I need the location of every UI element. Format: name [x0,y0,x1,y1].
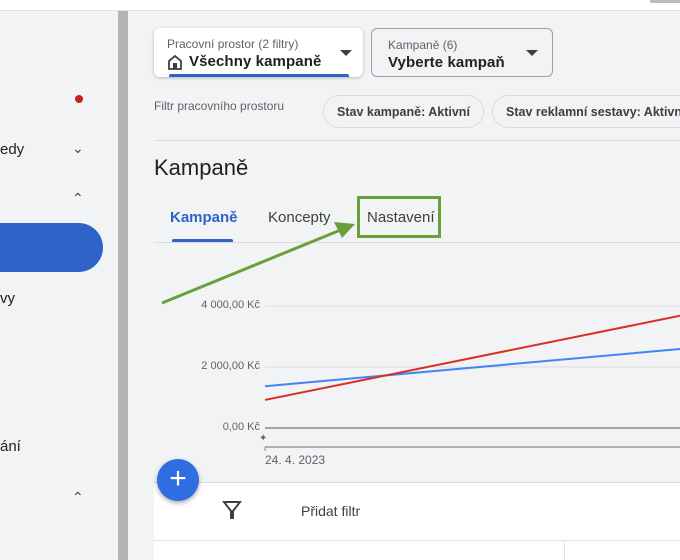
caret-down-icon [340,50,352,56]
top-bar [0,0,680,11]
divider [154,140,680,141]
sidebar-item-1[interactable]: edy [0,141,25,158]
sidebar-item-4[interactable]: ání [0,438,21,455]
chevron-down-icon[interactable]: ⌄ [72,140,84,156]
sidebar-item-3[interactable]: vy [0,290,15,307]
page-title: Kampaně [154,155,249,180]
table-divider [154,540,680,541]
workspace-value: Všechny kampaně [189,53,322,70]
highlight-box [357,196,441,238]
sparkle-icon: ✦ [259,433,267,444]
home-icon [168,55,182,70]
arrow-head-icon [334,222,355,238]
filter-icon[interactable] [222,500,242,520]
sidebar [0,11,118,560]
filter-chip-campaign-status[interactable]: Stav kampaně: Aktivní [323,95,484,128]
y-tick-label: 2 000,00 Kč [201,360,260,372]
active-indicator [169,74,349,77]
workspace-dropdown[interactable]: Pracovní prostor (2 filtry) Všechny kamp… [154,28,363,77]
top-corner-control [650,0,680,3]
filter-label: Filtr pracovního prostoru [154,99,285,113]
filter-chip-adset-status[interactable]: Stav reklamní sestavy: Aktivní [492,95,680,128]
add-filter-button[interactable]: Přidat filtr [301,503,361,519]
y-tick-label: 0,00 Kč [222,421,260,433]
table-panel [154,482,680,560]
tab-drafts[interactable]: Koncepty [268,209,331,226]
y-tick-label: 4 000,00 Kč [201,299,260,311]
series-line-1 [264,314,680,401]
campaign-value: Vyberte kampaň [388,54,505,71]
campaign-label: Kampaně (6) [388,38,458,52]
tab-settings[interactable]: Nastavení [367,209,435,226]
tab-campaigns[interactable]: Kampaně [170,209,238,226]
create-button[interactable]: + [157,459,199,501]
notification-dot [75,95,83,103]
sidebar-resize-handle[interactable] [118,11,128,560]
chevron-up-icon[interactable]: ⌃ [72,190,84,206]
x-tick-label: 24. 4. 2023 [265,453,326,467]
series-line-0 [264,348,680,388]
workspace-label: Pracovní prostor (2 filtry) [167,37,299,51]
divider [154,242,680,243]
campaign-dropdown[interactable]: Kampaně (6) Vyberte kampaň [371,28,553,77]
sidebar-item-active[interactable] [0,223,103,272]
chevron-up-icon[interactable]: ⌃ [72,489,84,505]
caret-down-icon [526,50,538,56]
column-divider [564,541,565,560]
